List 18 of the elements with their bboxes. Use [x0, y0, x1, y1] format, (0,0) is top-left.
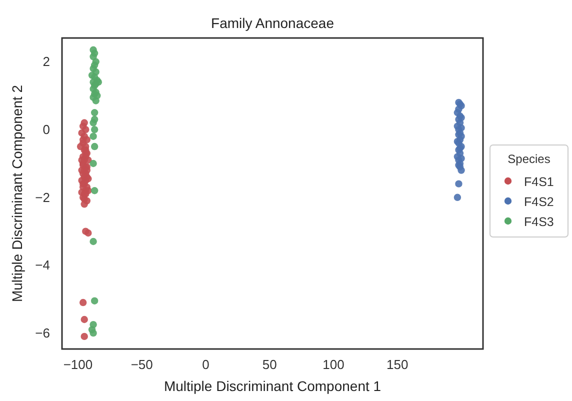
x-tick-label: 150	[386, 357, 408, 372]
y-tick-label: −4	[35, 258, 50, 273]
legend-label: F4S3	[524, 215, 554, 229]
chart-title: Family Annonaceae	[211, 15, 334, 31]
x-tick-label: 50	[262, 357, 277, 372]
x-axis-title: Multiple Discriminant Component 1	[164, 378, 382, 394]
x-tick-label: −100	[63, 357, 93, 372]
y-tick-label: 2	[42, 54, 50, 70]
x-tick-label: 0	[202, 357, 210, 372]
legend-label: F4S1	[524, 175, 554, 189]
legend-label: F4S2	[524, 195, 554, 209]
x-tick-label: −50	[130, 357, 153, 372]
x-tick-label: 100	[322, 357, 344, 372]
legend-title: Species	[508, 152, 550, 166]
y-tick-label: −2	[35, 190, 50, 205]
y-tick-label: −6	[35, 326, 50, 341]
y-tick-label: 0	[42, 122, 50, 138]
y-axis-title: Multiple Discriminant Component 2	[9, 84, 25, 302]
